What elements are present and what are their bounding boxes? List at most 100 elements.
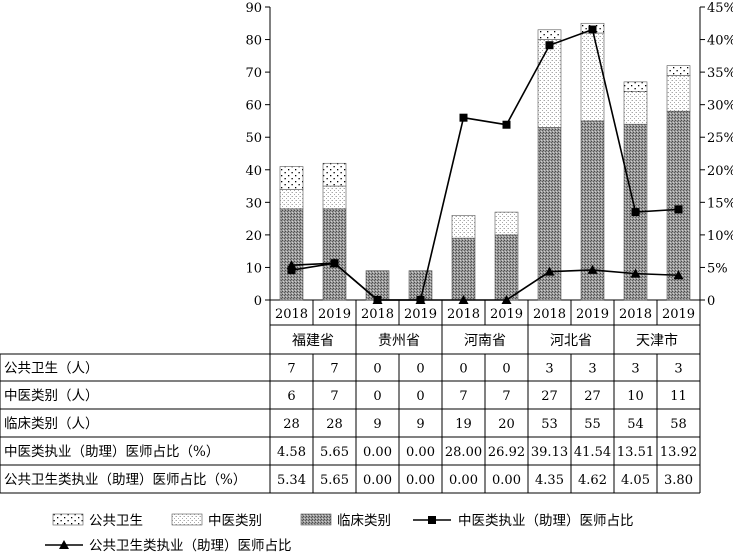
table-cell: 4.58 bbox=[277, 445, 306, 460]
table-cell: 53 bbox=[541, 417, 558, 432]
bar-public bbox=[279, 166, 304, 190]
y2-tick-label: 15% bbox=[707, 196, 733, 211]
y2-tick-label: 0 bbox=[707, 294, 715, 309]
line-public-ratio bbox=[291, 262, 679, 301]
bar-public bbox=[666, 65, 691, 76]
marker-public-ratio bbox=[415, 295, 426, 304]
marker-tcm-ratio bbox=[287, 266, 296, 275]
marker-tcm-ratio bbox=[545, 41, 554, 50]
marker-tcm-ratio bbox=[502, 120, 511, 129]
marker-public-ratio bbox=[630, 268, 641, 278]
group-label: 福建省 bbox=[292, 333, 334, 349]
bar-tcm bbox=[322, 185, 347, 210]
y2-tick-label: 20% bbox=[707, 164, 733, 179]
table-cell: 7 bbox=[330, 362, 338, 377]
marker-tcm-ratio bbox=[674, 205, 683, 214]
bar-tcm bbox=[580, 32, 605, 122]
table-cell: 4.62 bbox=[578, 473, 607, 488]
x-tick-label: 2019 bbox=[490, 307, 523, 322]
table-cell: 58 bbox=[670, 417, 687, 432]
table-cell: 26.92 bbox=[488, 445, 525, 460]
table-cell: 7 bbox=[287, 362, 295, 377]
table-cell: 13.92 bbox=[660, 445, 697, 460]
legend-marker-public-ratio bbox=[59, 540, 69, 549]
table-cell: 6 bbox=[287, 389, 295, 404]
table-cell: 3.80 bbox=[664, 473, 693, 488]
y2-tick-label: 30% bbox=[707, 99, 733, 114]
y-tick-label: 10 bbox=[245, 261, 262, 276]
table-row-label: 中医类别（人） bbox=[4, 388, 99, 404]
table-cell: 19 bbox=[455, 417, 472, 432]
group-label: 河北省 bbox=[550, 333, 592, 349]
table-row-label: 公共卫生类执业（助理）医师占比（%） bbox=[4, 472, 246, 488]
table-cell: 0.00 bbox=[363, 445, 392, 460]
bar-tcm bbox=[666, 75, 691, 112]
table-cell: 55 bbox=[584, 417, 601, 432]
bar-public bbox=[623, 81, 648, 92]
legend-marker-tcm-ratio bbox=[428, 516, 436, 524]
y-tick-label: 0 bbox=[254, 294, 262, 309]
plot-area: 0 10 20 30 40 50 60 70 80 90 0 5% 10% 15% 20% 25% 30% 35%… bbox=[245, 1, 733, 309]
group-label: 天津市 bbox=[636, 332, 678, 349]
table-cell: 0 bbox=[416, 389, 424, 404]
table-cell: 28 bbox=[326, 417, 343, 432]
marker-public-ratio bbox=[458, 295, 469, 304]
marker-public-ratio bbox=[372, 295, 383, 304]
table-cell: 0.00 bbox=[406, 445, 435, 460]
y-tick-label: 90 bbox=[245, 1, 262, 16]
legend-label: 中医类执业（助理）医师占比 bbox=[458, 513, 634, 529]
table-cell: 3 bbox=[674, 362, 682, 377]
y-tick-label: 50 bbox=[245, 131, 262, 146]
x-tick-label: 2019 bbox=[576, 307, 609, 322]
y2-tick-label: 5% bbox=[707, 261, 728, 276]
table-cell: 27 bbox=[584, 389, 601, 404]
y2-tick-label: 35% bbox=[707, 66, 733, 81]
table-cell: 39.13 bbox=[531, 445, 568, 460]
table-cell: 13.51 bbox=[617, 445, 654, 460]
table-cell: 0.00 bbox=[363, 473, 392, 488]
x-tick-label: 2019 bbox=[318, 307, 351, 322]
group-label: 河南省 bbox=[464, 333, 506, 349]
legend-label: 中医类别 bbox=[208, 513, 262, 529]
table-cell: 0 bbox=[459, 362, 467, 377]
y2-tick-label: 45% bbox=[707, 1, 733, 16]
table-cell: 3 bbox=[545, 362, 553, 377]
data-table: 2018 2019 2018 2019 2018 2019 2018 2019 2018 2019… bbox=[0, 300, 701, 494]
table-cell: 9 bbox=[416, 417, 424, 432]
bar-tcm bbox=[451, 215, 476, 239]
table-row-label: 公共卫生（人） bbox=[4, 361, 99, 377]
bar-tcm bbox=[494, 211, 519, 236]
y2-tick-label: 10% bbox=[707, 229, 733, 244]
bar-tcm bbox=[279, 189, 304, 210]
bar-clinical bbox=[451, 237, 476, 301]
table-cell: 27 bbox=[541, 389, 558, 404]
table-cell: 0 bbox=[373, 389, 381, 404]
x-tick-label: 2018 bbox=[619, 307, 652, 322]
table-cell: 4.35 bbox=[535, 473, 564, 488]
bar-clinical bbox=[322, 208, 347, 301]
y-tick-label: 20 bbox=[245, 229, 262, 244]
marker-public-ratio bbox=[673, 270, 684, 280]
legend-swatch-clinical bbox=[300, 513, 332, 526]
bar-public bbox=[322, 162, 347, 187]
table-cell: 0 bbox=[416, 362, 424, 377]
table-cell: 0.00 bbox=[449, 473, 478, 488]
table-cell: 0 bbox=[502, 362, 510, 377]
marker-public-ratio bbox=[329, 258, 340, 268]
y-tick-label: 60 bbox=[245, 99, 262, 114]
group-label: 贵州省 bbox=[378, 333, 420, 349]
table-cell: 3 bbox=[631, 362, 639, 377]
bar-tcm bbox=[623, 91, 648, 125]
legend-label: 公共卫生 bbox=[89, 513, 143, 529]
y-tick-label: 70 bbox=[245, 66, 262, 81]
table-cell: 0.00 bbox=[492, 473, 521, 488]
table-cell: 7 bbox=[459, 389, 467, 404]
bar-public bbox=[537, 29, 562, 40]
table-cell: 10 bbox=[627, 389, 644, 404]
x-tick-label: 2018 bbox=[275, 307, 308, 322]
table-cell: 0.00 bbox=[406, 473, 435, 488]
table-cell: 7 bbox=[502, 389, 510, 404]
x-tick-label: 2019 bbox=[662, 307, 695, 322]
